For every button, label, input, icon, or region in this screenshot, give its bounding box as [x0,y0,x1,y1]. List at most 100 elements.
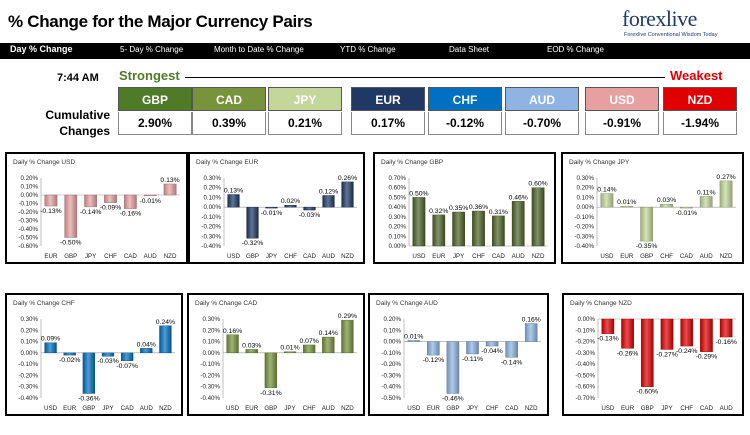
bar-jpy [84,194,97,208]
tab-ytd-change[interactable]: YTD % Change [340,45,396,54]
bar-eur [427,341,440,356]
x-tick-label: CHF [284,253,297,260]
currency-box-cad: CAD 0.39% [192,87,266,135]
y-tick-label: 0.30% [203,175,221,182]
bar-aud [322,336,335,354]
data-label: -0.36% [78,395,100,402]
y-tick-label: -0.50% [575,372,595,379]
y-tick-label: 0.10% [202,339,220,346]
y-tick-label: 0.10% [576,194,594,201]
panel-jpy: Daily % Change JPY 0.30% 0.20% 0.10% 0.00% -… [561,152,744,264]
cumulative-label-line-1: Cumulative [45,108,110,122]
y-tick-label: 0.50% [388,194,406,201]
y-tick-label: 0.10% [20,339,38,346]
bar-gbp [64,194,78,238]
y-tick-label: -0.30% [201,233,221,240]
y-tick-label: -0.30% [574,233,594,240]
x-tick-label: JPY [661,405,672,412]
x-tick-label: JPY [453,253,464,260]
y-tick-label: 0.10% [203,194,221,201]
x-tick-label: AUD [140,405,154,412]
x-tick-label: EUR [621,405,635,412]
bar-jpy [466,341,479,355]
data-label: -0.07% [116,363,138,370]
data-label: 0.60% [528,181,547,188]
y-tick-label: -0.10% [200,361,220,368]
data-label: 0.32% [429,208,448,215]
currency-cumulative-value: -1.94% [663,112,737,135]
data-label: -0.02% [59,357,81,364]
data-label: 0.36% [469,204,488,211]
x-tick-label: USD [412,253,426,260]
bar-cad [492,215,505,247]
x-tick-label: CAD [121,405,135,412]
y-tick-label: -0.30% [18,384,38,391]
bar-gbp [640,318,654,387]
strongest-label: Strongest [119,68,180,83]
bar-chf [485,341,499,347]
x-tick-label: CHF [660,253,673,260]
x-tick-label: NZD [720,253,733,260]
currency-box-jpy: JPY 0.21% [268,87,342,135]
data-label: 0.26% [338,175,357,182]
bar-eur [621,318,634,349]
data-label: 0.02% [281,198,300,205]
data-label: -0.50% [60,240,82,247]
y-tick-label: 0.20% [576,185,594,192]
bar-nzd [531,187,545,247]
data-label: -0.26% [617,350,639,357]
tab-data-sheet[interactable]: Data Sheet [449,45,490,54]
y-tick-label: 0.00% [20,192,38,199]
x-tick-label: NZD [341,405,354,412]
x-tick-label: NZD [532,253,545,260]
x-tick-label: AUD [322,405,336,412]
data-label: -0.13% [597,336,619,343]
y-tick-label: 0.10% [388,233,406,240]
x-tick-label: CAD [700,405,714,412]
bar-nzd [163,183,177,196]
bar-aud [322,195,335,208]
currency-cumulative-value: -0.91% [585,112,659,135]
forexlive-logo[interactable]: forexlive Forexlive Conventional Wisdom … [622,6,740,38]
bar-eur [432,214,446,247]
x-tick-label: AUD [512,253,526,260]
data-label: -0.16% [715,339,737,346]
x-tick-label: CAD [505,405,519,412]
chart-eur: 0.30% 0.20% 0.10% 0.00% -0.10% -0.20% -0.30% -0… [201,175,357,260]
bar-jpy [660,318,674,350]
chart-jpy: 0.30% 0.20% 0.10% 0.00% -0.10% -0.20% -0.30% -0… [574,174,736,260]
x-tick-label: GBP [641,405,654,412]
data-label: -0.11% [462,356,483,363]
bar-usd [601,318,615,334]
tab-5-day-change[interactable]: 5- Day % Change [120,45,184,54]
x-tick-label: CAD [492,253,506,260]
y-tick-label: -0.20% [575,339,595,346]
x-tick-label: CAD [680,253,694,260]
bar-usd [44,342,57,354]
tab-month-to-date-change[interactable]: Month to Date % Change [214,45,304,54]
bar-aud [511,201,525,247]
x-tick-label: CHF [472,253,485,260]
y-tick-label: 0.30% [20,316,38,323]
currency-cumulative-value: 0.17% [351,112,425,135]
data-label: 0.07% [300,338,319,345]
y-tick-label: -0.30% [575,350,595,357]
data-label: 0.46% [509,194,528,201]
rank-divider [185,77,665,78]
bar-nzd [524,323,538,342]
bar-chf [680,318,694,347]
page-title: % Change for the Major Currency Pairs [8,12,313,31]
x-tick-label: JPY [85,253,96,260]
x-tick-label: EUR [44,253,58,260]
panel-nzd: Daily % Change NZD 0.00% -0.10% -0.20% -0.3… [562,293,744,416]
bar-jpy [452,211,465,247]
x-tick-label: JPY [102,405,113,412]
y-tick-label: -0.10% [18,361,38,368]
y-tick-label: 0.20% [20,175,38,182]
x-tick-label: USD [226,405,240,412]
currency-code: JPY [268,87,342,111]
tab-day-change[interactable]: Day % Change [10,44,73,54]
y-tick-label: 0.30% [202,316,220,323]
x-tick-label: NZD [525,405,538,412]
tab-eod-change[interactable]: EOD % Change [547,45,604,54]
